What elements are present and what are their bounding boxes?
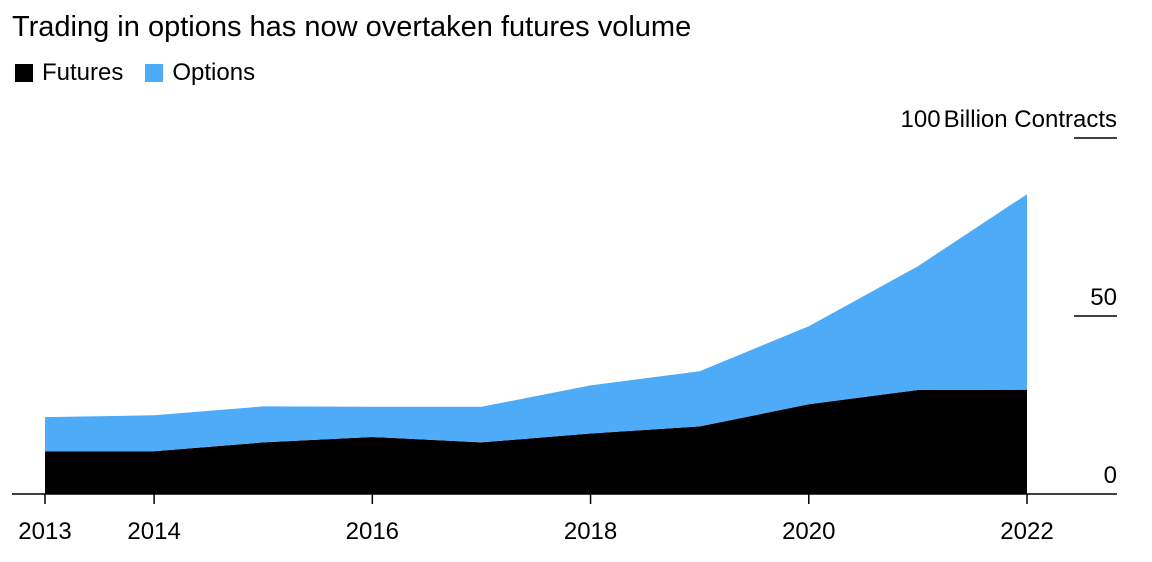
y-tick-label-100: 100 Billion Contracts <box>901 106 1117 133</box>
y-tick-label-50: 50 <box>1090 284 1117 311</box>
x-tick-label-2018: 2018 <box>564 518 617 545</box>
legend-swatch-futures <box>15 64 33 82</box>
y-unit-label: Billion Contracts <box>944 106 1117 133</box>
y-tick-label-0: 0 <box>1104 462 1117 489</box>
x-tick-label-2014: 2014 <box>127 518 180 545</box>
area-options <box>45 194 1027 452</box>
legend: Futures Options <box>15 58 277 88</box>
y-tick-value-100: 100 <box>901 106 941 133</box>
x-tick-label-2020: 2020 <box>782 518 835 545</box>
x-tick-label-2022: 2022 <box>1000 518 1053 545</box>
x-tick-label-2016: 2016 <box>346 518 399 545</box>
legend-label-options: Options <box>172 59 256 86</box>
x-tick-label-2013: 2013 <box>18 518 71 545</box>
area-futures <box>45 389 1027 494</box>
legend-item-futures: Futures <box>15 58 123 88</box>
legend-label-futures: Futures <box>42 59 124 86</box>
legend-swatch-options <box>145 64 164 82</box>
area-layer <box>45 194 1027 494</box>
legend-item-options: Options <box>145 58 255 88</box>
chart-title: Trading in options has now overtaken fut… <box>12 11 692 43</box>
axes-layer: 2013 2014 2016 2018 2020 2022 0 50 100 Billion Co… <box>12 106 1117 545</box>
